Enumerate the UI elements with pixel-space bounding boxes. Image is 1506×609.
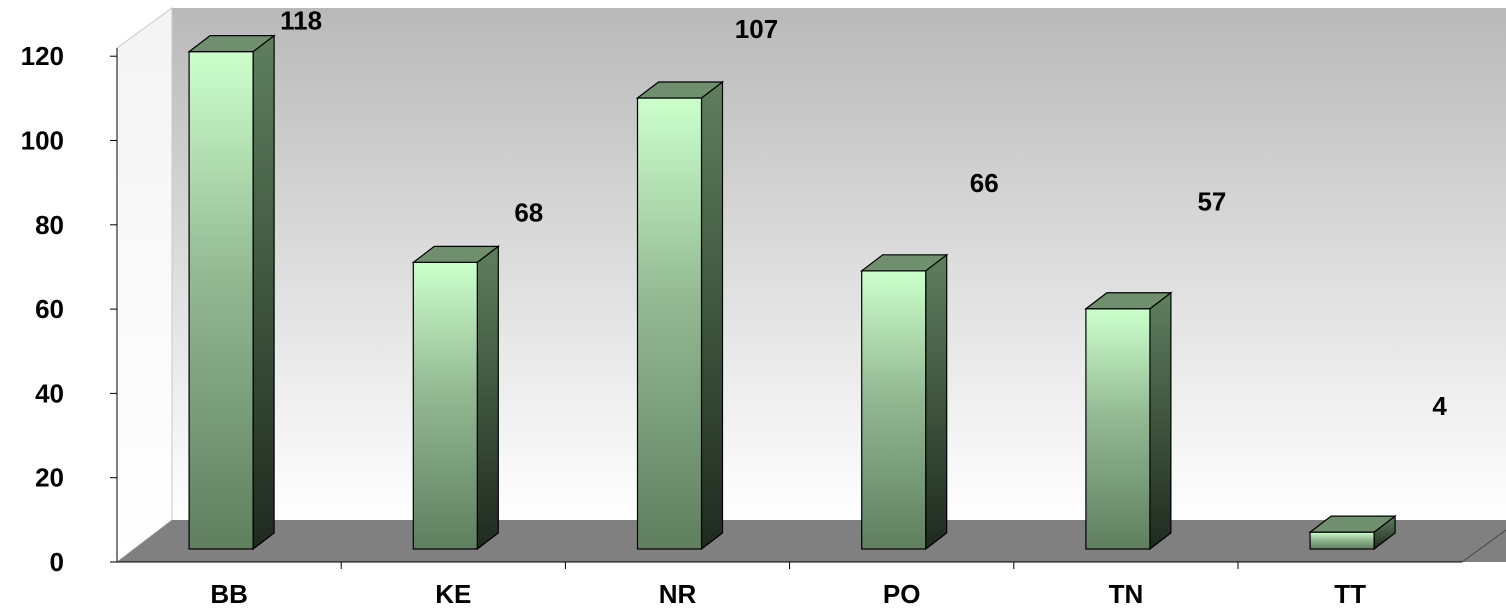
bar-front-ke [412, 261, 478, 550]
bar-ke [411, 245, 501, 551]
bar-top-ke [411, 245, 501, 263]
bar-nr [635, 80, 725, 551]
y-tick-label: 0 [50, 547, 64, 577]
bar-front-bb [188, 51, 254, 550]
floor-front-edge [1461, 529, 1506, 563]
bar-front-po [861, 270, 927, 550]
x-tick-label-po: PO [883, 579, 921, 609]
data-label-tt: 4 [1432, 391, 1447, 421]
bar-front-tn [1085, 308, 1151, 550]
y-tick-label: 120 [21, 41, 64, 71]
data-label-ke: 68 [514, 197, 543, 227]
bar-tn [1084, 291, 1173, 551]
x-axis-ticks: BB KE NR PO TN TT [210, 562, 1366, 609]
y-tick-label: 100 [21, 126, 64, 156]
x-tick-label-ke: KE [435, 579, 471, 609]
bar-side-nr [700, 80, 724, 551]
y-tick-label: 20 [35, 463, 64, 493]
data-label-bb: 118 [280, 6, 322, 36]
chart-back-wall [172, 8, 1506, 520]
bar-top-po [859, 254, 949, 272]
y-axis-ticks: 0 20 40 60 80 100 120 [21, 41, 117, 577]
bar-tt [1308, 514, 1397, 551]
bar-front-tt [1309, 531, 1375, 550]
x-tick-label-tn: TN [1109, 579, 1144, 609]
y-tick-label: 80 [35, 210, 64, 240]
y-tick-label: 60 [35, 294, 64, 324]
bar-bb [187, 34, 276, 551]
data-label-po: 66 [970, 168, 999, 198]
bar-top-tt [1308, 515, 1397, 533]
chart-side-wall [116, 7, 173, 564]
bar-po [859, 253, 949, 551]
bar-side-tn [1149, 291, 1172, 551]
x-tick-label-nr: NR [659, 579, 697, 609]
bar-top-nr [635, 81, 725, 99]
bar-side-bb [252, 34, 275, 551]
data-label-tn: 57 [1197, 187, 1226, 217]
y-tick-label: 40 [35, 378, 64, 408]
bar-top-bb [187, 35, 276, 53]
bar-front-nr [636, 97, 703, 550]
data-label-nr: 107 [735, 14, 778, 44]
bars-group [187, 34, 1397, 551]
bar-side-ke [476, 245, 499, 551]
bar-top-tn [1084, 292, 1173, 310]
chart-floor [117, 520, 1506, 562]
data-labels-group: 118 68 107 66 57 4 [280, 6, 1447, 422]
x-tick-label-bb: BB [210, 579, 248, 609]
bar-side-po [925, 253, 948, 551]
x-tick-label-tt: TT [1334, 579, 1366, 609]
